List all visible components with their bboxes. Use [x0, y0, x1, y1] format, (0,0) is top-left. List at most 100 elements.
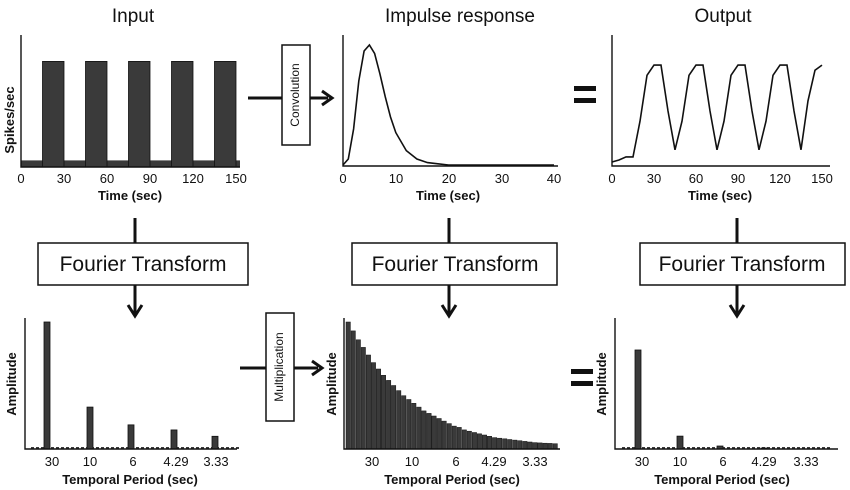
impulse-time-axes	[342, 35, 558, 167]
arrowhead-icon	[126, 304, 144, 319]
output-spectrum-bars	[622, 349, 830, 450]
input-time-blocks	[21, 61, 240, 168]
xtick-label: 10	[405, 454, 419, 469]
xtick-label: 6	[719, 454, 726, 469]
impulse-freq-xticks: 30 10 6 4.29 3.33	[365, 454, 548, 469]
xtick-label: 6	[452, 454, 459, 469]
arrowhead-icon	[440, 304, 458, 319]
xtick-label: 0	[608, 171, 615, 186]
baseline-bar	[692, 447, 695, 449]
header-impulse-response: Impulse response	[385, 6, 535, 27]
input-freq-xticks: 30 10 6 4.29 3.33	[45, 454, 229, 469]
baseline-bar	[96, 447, 99, 449]
arrowhead-icon	[321, 89, 335, 107]
spectrum-bar	[502, 438, 508, 450]
baseline-bar	[41, 447, 44, 449]
baseline-bar	[116, 447, 119, 449]
xtick-label: 20	[442, 171, 456, 186]
spectrum-peak-bar	[634, 349, 642, 450]
spectrum-peak-bar	[43, 321, 51, 450]
spectrum-bar	[426, 413, 432, 450]
input-freq-axes	[24, 318, 237, 450]
xtick-label: 4.29	[163, 454, 188, 469]
fourier-column-input: Fourier Transform	[37, 218, 249, 319]
baseline-bar	[642, 447, 645, 449]
baseline-bar	[226, 447, 229, 449]
spectrum-bar	[451, 425, 457, 450]
impulse-time-xlabel: Time (sec)	[416, 188, 480, 203]
fourier-transform-label: Fourier Transform	[60, 253, 227, 276]
baseline-bar	[797, 447, 800, 449]
spectrum-peak-bar	[676, 435, 684, 450]
baseline-bar	[36, 447, 39, 449]
xtick-label: 10	[83, 454, 97, 469]
baseline-bar	[51, 447, 54, 449]
spectrum-peak-bar	[86, 406, 94, 450]
input-time-axes	[20, 35, 240, 168]
xtick-label: 0	[339, 171, 346, 186]
impulse-response-curve	[342, 43, 554, 166]
baseline-bar	[702, 447, 705, 449]
impulse-freq-axes	[343, 318, 560, 450]
baseline-bar	[146, 447, 149, 449]
baseline-bar	[652, 447, 655, 449]
stimulus-block	[128, 61, 151, 168]
spectrum-bar	[431, 415, 437, 450]
equals-sign-bottom	[571, 369, 593, 386]
baseline-bar	[722, 447, 725, 449]
xtick-label: 30	[57, 171, 71, 186]
baseline-bar	[782, 447, 785, 449]
baseline-bar	[151, 447, 154, 449]
spectrum-bar	[532, 442, 538, 450]
baseline-bar	[101, 447, 104, 449]
spectrum-bar	[547, 443, 553, 450]
spectrum-bar	[487, 436, 492, 450]
xtick-label: 120	[769, 171, 791, 186]
header-input: Input	[112, 6, 155, 27]
baseline-bar	[627, 447, 630, 449]
xtick-label: 90	[731, 171, 745, 186]
spectrum-bar	[542, 442, 548, 450]
input-spectrum-bars	[31, 321, 239, 450]
spectrum-bar	[416, 406, 422, 450]
spectrum-bar	[552, 443, 558, 450]
baseline-bar	[787, 447, 790, 449]
spectrum-bar	[456, 427, 462, 450]
baseline-bar	[772, 447, 775, 449]
spectrum-bar	[381, 375, 386, 450]
baseline-bar	[186, 447, 189, 449]
output-curve	[611, 64, 823, 163]
baseline-bar	[201, 447, 204, 449]
baseline-bar	[236, 447, 239, 449]
baseline-bar	[697, 447, 700, 449]
input-freq-panel: 30 10 6 4.29 3.33 Temporal Period (sec) …	[4, 318, 239, 487]
baseline-bar	[687, 447, 690, 449]
baseline-bar	[126, 447, 129, 449]
xtick-label: 30	[635, 454, 649, 469]
baseline-bar	[662, 447, 665, 449]
baseline-bar	[156, 447, 159, 449]
baseline-bar	[682, 447, 685, 449]
xtick-label: 3.33	[522, 454, 547, 469]
baseline-bar	[106, 447, 109, 449]
output-time-panel: 0 30 60 90 120 150 Time (sec)	[608, 35, 833, 203]
baseline-bar	[166, 447, 169, 449]
spectrum-bar	[386, 380, 392, 450]
xtick-label: 6	[129, 454, 136, 469]
spectrum-bar	[365, 354, 371, 450]
impulse-freq-ylabel: Amplitude	[324, 352, 339, 416]
baseline-bar	[727, 447, 730, 449]
baseline-bar	[732, 447, 735, 449]
xtick-label: 10	[389, 171, 403, 186]
input-time-xlabel: Time (sec)	[98, 188, 162, 203]
baseline-bar	[66, 447, 69, 449]
baseline-bar	[647, 447, 650, 449]
spectrum-bar	[482, 434, 487, 450]
arrowhead-icon	[311, 359, 325, 377]
spectrum-bar	[537, 442, 543, 450]
xtick-label: 150	[811, 171, 833, 186]
baseline-bar	[206, 447, 209, 449]
xtick-label: 4.29	[751, 454, 776, 469]
baseline-bar	[121, 447, 124, 449]
spectrum-bar	[360, 347, 366, 450]
